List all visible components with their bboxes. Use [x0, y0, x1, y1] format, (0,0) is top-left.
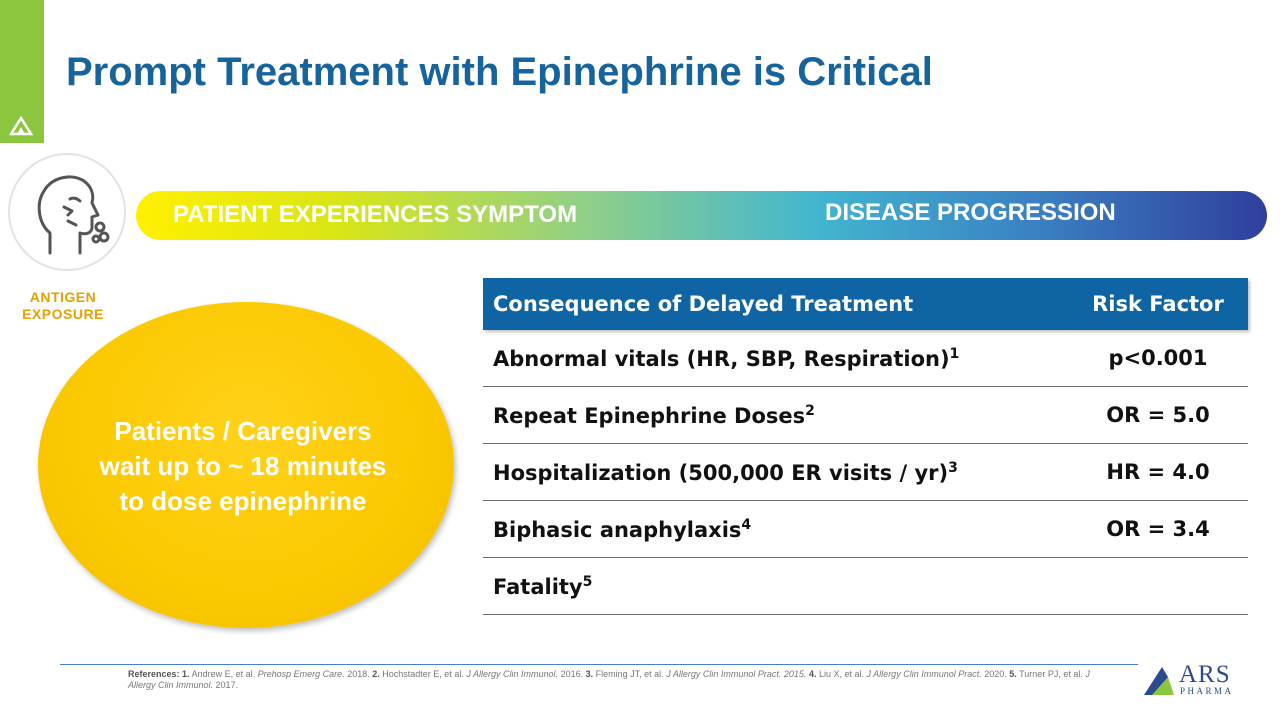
references: References: 1. Andrew E, et al. Prehosp …	[128, 669, 1090, 690]
progress-arrow-bar	[136, 191, 1267, 240]
consequence-cell: Repeat Epinephrine Doses2	[483, 386, 1068, 444]
risk-factor-cell: OR = 3.4	[1068, 500, 1248, 558]
antigen-line: ANTIGEN	[29, 289, 97, 305]
disease-progression-label: DISEASE PROGRESSION	[825, 199, 1116, 226]
logo-name: ARS	[1179, 661, 1231, 688]
callout-line-1: Patients / Caregivers	[114, 416, 372, 446]
brand-triangle-icon	[9, 116, 33, 136]
references-divider	[60, 664, 1138, 665]
patient-symptom-label: PATIENT EXPERIENCES SYMPTOM	[173, 201, 578, 228]
consequence-cell: Abnormal vitals (HR, SBP, Respiration)1	[483, 330, 1068, 387]
person-sneezing-icon	[37, 175, 110, 255]
table-header-row: Consequence of Delayed Treatment Risk Fa…	[483, 278, 1248, 330]
risk-table: Consequence of Delayed Treatment Risk Fa…	[483, 278, 1248, 615]
risk-factor-cell: HR = 4.0	[1068, 443, 1248, 501]
risk-factor-cell: OR = 5.0	[1068, 386, 1248, 444]
table-row: Repeat Epinephrine Doses2 OR = 5.0	[483, 386, 1248, 444]
callout-line-3: to dose epinephrine	[119, 486, 367, 516]
consequence-cell: Biphasic anaphylaxis4	[483, 500, 1068, 558]
accent-tab	[0, 0, 44, 143]
exposure-line: EXPOSURE	[22, 306, 104, 322]
consequence-cell: Hospitalization (500,000 ER visits / yr)…	[483, 443, 1068, 501]
callout-line-2: wait up to ~ 18 minutes	[99, 451, 387, 481]
table-row: Abnormal vitals (HR, SBP, Respiration)1 …	[483, 330, 1248, 387]
consequence-header: Consequence of Delayed Treatment	[483, 278, 1068, 330]
symptom-circle	[8, 153, 126, 271]
risk-factor-header: Risk Factor	[1068, 278, 1248, 330]
table-row: Biphasic anaphylaxis4 OR = 3.4	[483, 500, 1248, 558]
risk-factor-cell: p<0.001	[1068, 330, 1248, 387]
consequence-cell: Fatality5	[483, 557, 1068, 615]
logo-subtitle: PHARMA	[1180, 686, 1234, 696]
risk-factor-cell	[1068, 557, 1248, 615]
wait-time-callout	[38, 302, 454, 628]
table-row: Hospitalization (500,000 ER visits / yr)…	[483, 443, 1248, 501]
antigen-exposure-label: ANTIGEN EXPOSURE	[0, 289, 126, 323]
callout-text: Patients / Caregivers wait up to ~ 18 mi…	[60, 414, 426, 519]
table-row: Fatality5	[483, 557, 1248, 615]
ars-logo-icon	[1144, 667, 1174, 695]
slide-title: Prompt Treatment with Epinephrine is Cri…	[66, 50, 933, 94]
